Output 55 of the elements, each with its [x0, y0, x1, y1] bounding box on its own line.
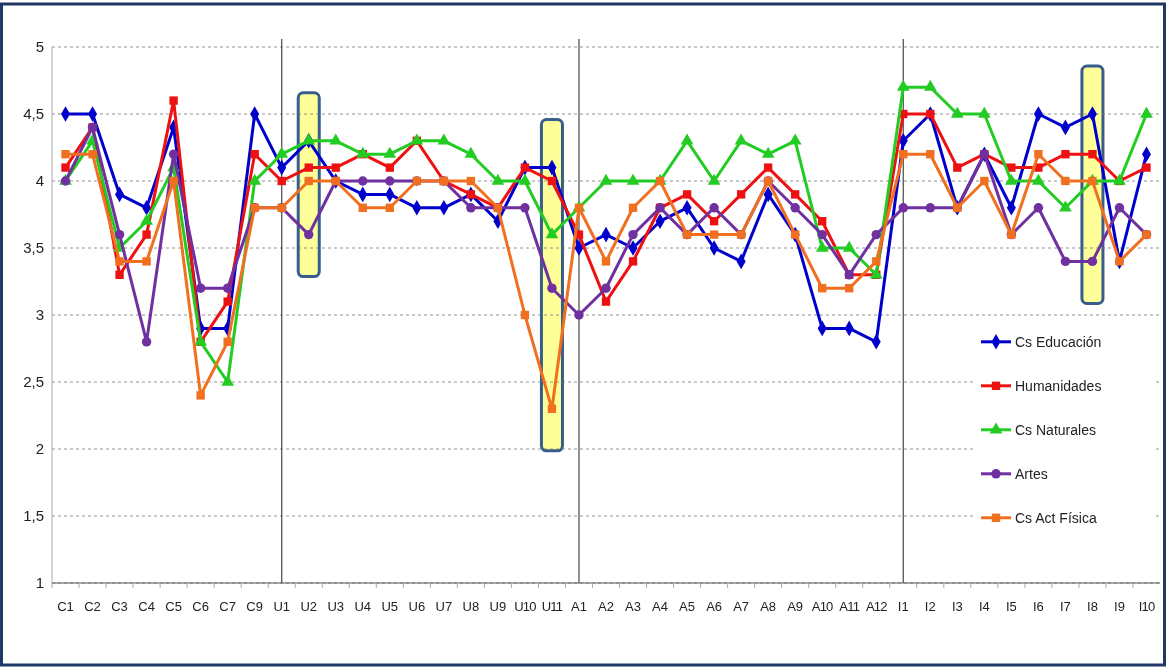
x-tick-label: U4: [354, 599, 372, 614]
x-tick-label: U10: [514, 599, 537, 614]
x-tick-label: A2: [598, 599, 614, 614]
y-tick-label: 2,5: [23, 373, 44, 391]
x-tick-label: I5: [1005, 599, 1017, 614]
y-tick-label: 4: [35, 172, 44, 190]
x-tick-label: C2: [84, 599, 101, 614]
legend-label: Cs Naturales: [1015, 421, 1096, 438]
x-tick-label: U2: [300, 599, 318, 614]
x-tick-label: I1: [897, 599, 909, 614]
legend-label: Cs Act Física: [1015, 509, 1097, 526]
x-tick-label: A11: [839, 599, 860, 614]
x-tick-label: U8: [462, 599, 480, 614]
x-tick-label: C9: [246, 599, 263, 614]
legend-label: Humanidades: [1015, 377, 1102, 394]
x-tick-label: I2: [924, 599, 936, 614]
x-tick-label: A10: [811, 599, 834, 614]
x-tick-label: C3: [111, 599, 128, 614]
y-tick-label: 1: [35, 574, 44, 592]
x-tick-label: A1: [571, 599, 587, 614]
x-tick-label: A8: [760, 599, 777, 614]
x-tick-label: I7: [1059, 599, 1071, 614]
x-tick-label: C6: [192, 599, 209, 614]
x-tick-label: A6: [706, 599, 723, 614]
x-tick-label: U1: [273, 599, 291, 614]
legend-label: Artes: [1015, 465, 1048, 482]
x-tick-label: A12: [865, 599, 888, 614]
x-tick-label: A3: [625, 599, 641, 614]
x-tick-label: A5: [679, 599, 696, 614]
y-tick-label: 3,5: [23, 239, 44, 257]
y-tick-label: 2: [35, 440, 44, 458]
x-tick-label: I10: [1138, 599, 1155, 614]
x-tick-label: C5: [165, 599, 182, 614]
x-tick-label: C1: [57, 599, 74, 614]
x-tick-label: U6: [408, 599, 426, 614]
x-tick-label: U9: [489, 599, 507, 614]
x-tick-label: I8: [1087, 599, 1098, 614]
x-tick-label: U3: [327, 599, 345, 614]
y-tick-label: 1,5: [23, 507, 44, 525]
x-tick-label: C4: [138, 599, 155, 614]
x-tick-label: A4: [652, 599, 668, 614]
x-tick-label: C7: [219, 599, 236, 614]
x-tick-label: U5: [381, 599, 399, 614]
x-tick-label: I3: [951, 599, 963, 614]
x-tick-label: I4: [978, 599, 990, 614]
y-tick-label: 4,5: [23, 105, 44, 123]
x-tick-label: U7: [435, 599, 453, 614]
x-tick-label: I6: [1032, 599, 1044, 614]
legend-label: Cs Educación: [1015, 333, 1102, 350]
x-tick-label: A9: [787, 599, 804, 614]
y-tick-label: 3: [35, 306, 44, 324]
y-tick-label: 5: [35, 38, 44, 56]
x-tick-label: A7: [733, 599, 750, 614]
x-tick-label: I9: [1114, 599, 1125, 614]
x-tick-label: U11: [541, 599, 563, 614]
